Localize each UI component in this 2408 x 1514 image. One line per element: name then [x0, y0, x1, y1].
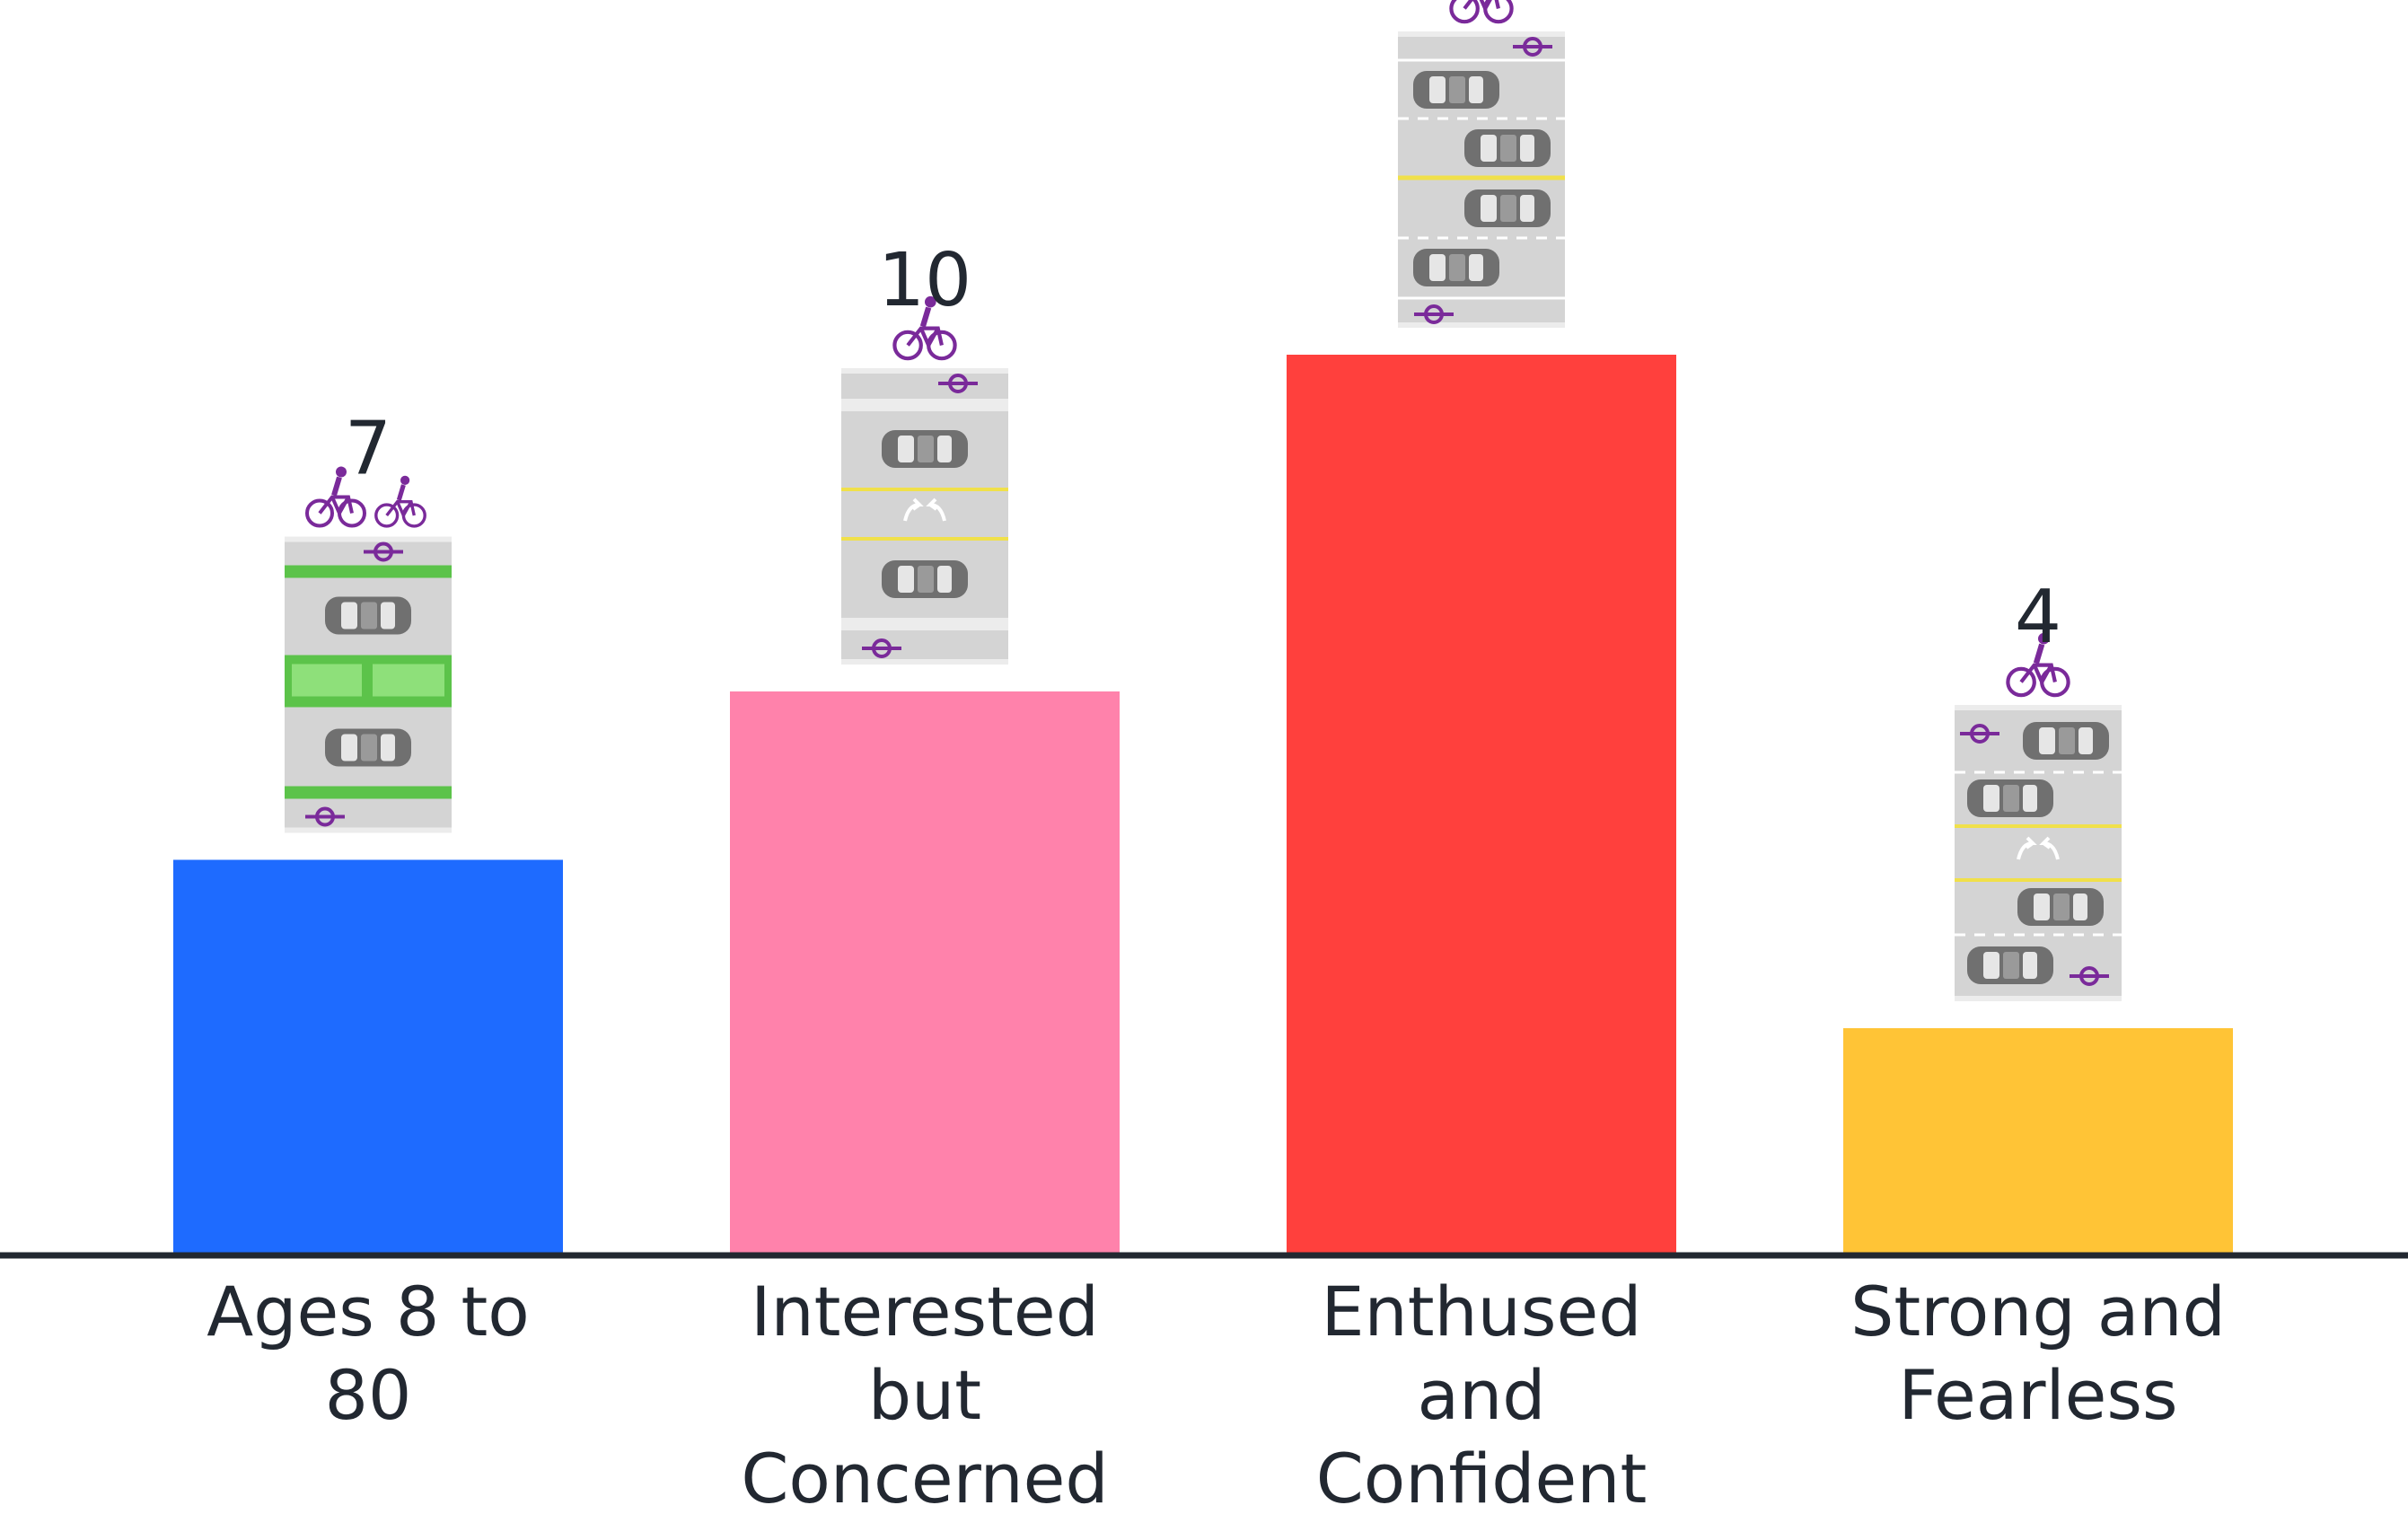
car-icon: [325, 596, 411, 635]
category-label: but: [868, 1355, 981, 1435]
category-label: Concerned: [741, 1439, 1108, 1514]
bike-lane-marking-icon: [1513, 37, 1552, 57]
category-label: Interested: [751, 1272, 1099, 1351]
bars-layer: [173, 355, 2233, 1253]
car-icon: [1413, 249, 1499, 286]
category-label: Enthused: [1322, 1272, 1642, 1351]
category-label: Strong and: [1850, 1272, 2226, 1351]
value-label: 4: [2015, 575, 2061, 660]
two-cyclists-icon: [305, 466, 426, 528]
car-icon: [325, 728, 411, 767]
bar: [173, 859, 563, 1253]
turn-arrow-marking-icon: [2017, 836, 2060, 860]
bike-lane-marking-icon: [2070, 966, 2109, 986]
category-label: and: [1418, 1355, 1546, 1435]
fast-cyclist-icon: [2006, 632, 2070, 698]
car-icon: [1464, 189, 1551, 227]
bike-lane-marking-icon: [1960, 724, 1999, 744]
bike-lane-marking-icon: [938, 374, 978, 393]
icons-layer: [285, 0, 2122, 1001]
bar: [1287, 355, 1676, 1253]
bike-lane-marking-icon: [862, 638, 901, 658]
turn-arrow-marking-icon: [903, 497, 946, 522]
value-label: 7: [345, 407, 391, 492]
bar: [730, 691, 1120, 1253]
protected-bike-lane-street-icon: [285, 536, 452, 833]
car-icon: [1464, 129, 1551, 167]
car-icon: [2017, 888, 2104, 926]
cyclist-walking-bike-icon: [892, 295, 957, 361]
category-label: Fearless: [1898, 1355, 2177, 1435]
shared-lane-street-icon: [1955, 705, 2122, 1001]
car-icon: [882, 560, 968, 598]
bar: [1843, 1028, 2233, 1253]
car-icon: [1967, 946, 2053, 984]
value-label: 10: [878, 238, 971, 323]
car-icon: [882, 430, 968, 468]
bike-lane-marking-icon: [364, 541, 403, 562]
car-icon: [1413, 71, 1499, 109]
bike-lane-marking-icon: [1414, 304, 1454, 324]
bike-lane-marking-icon: [305, 806, 345, 827]
car-icon: [2023, 722, 2109, 760]
buffered-bike-lane-street-icon: [841, 368, 1008, 665]
cyclist-with-cargo-icon: [1449, 0, 1514, 24]
painted-bike-lane-street-icon: [1398, 31, 1565, 328]
category-label: Confident: [1316, 1439, 1648, 1514]
car-icon: [1967, 779, 2053, 817]
category-label: Ages 8 to: [207, 1272, 530, 1351]
category-label: 80: [325, 1355, 412, 1435]
